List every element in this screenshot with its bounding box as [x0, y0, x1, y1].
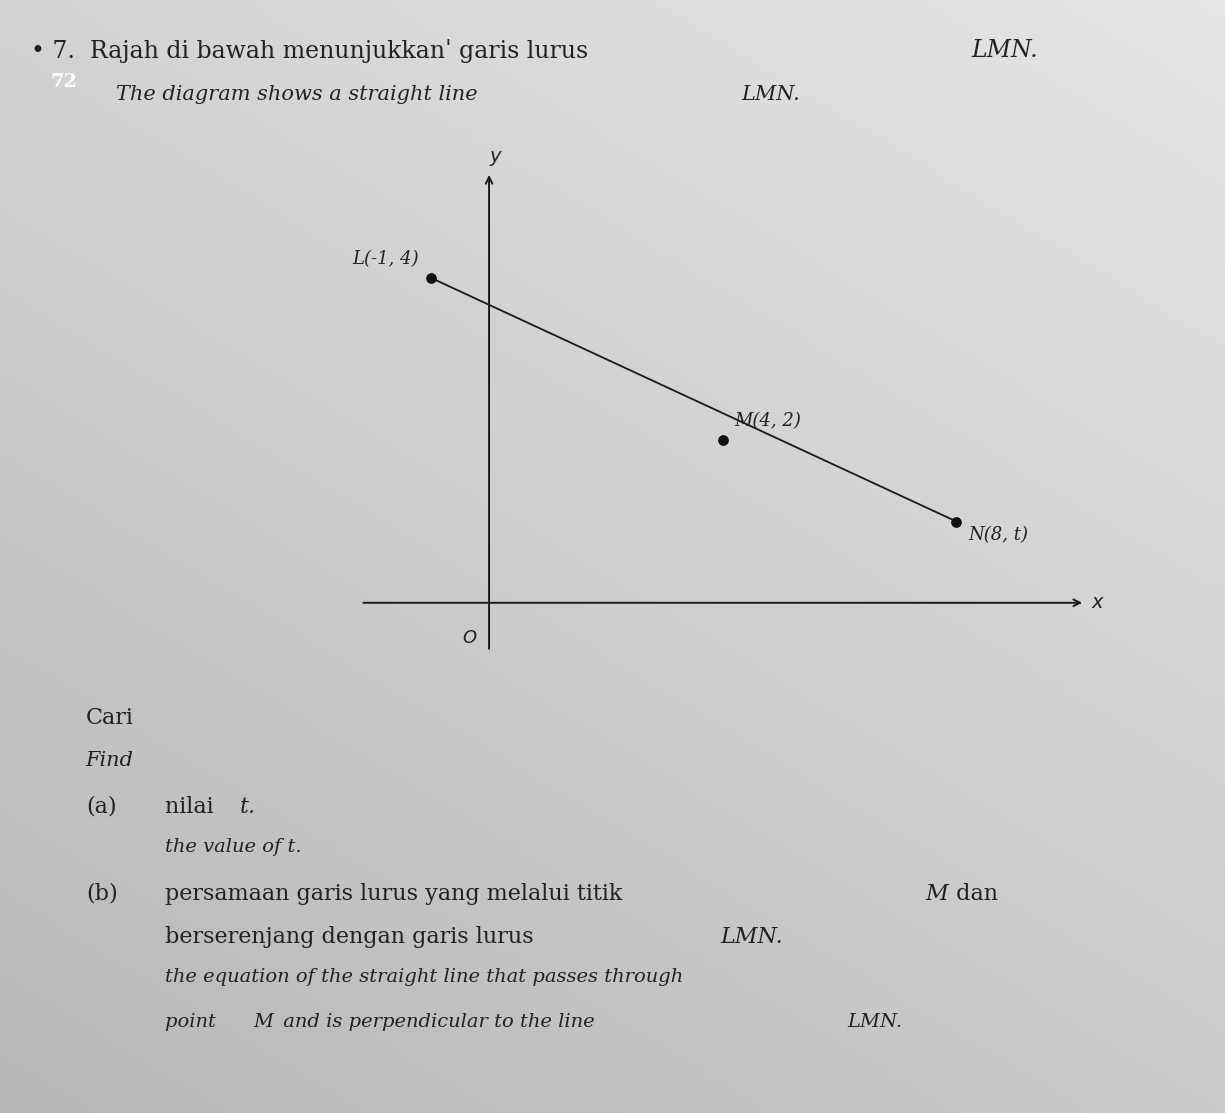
Text: L(-1, 4): L(-1, 4) [353, 250, 419, 268]
Text: M(4, 2): M(4, 2) [735, 413, 801, 431]
Text: Find: Find [86, 751, 134, 770]
Text: LMN.: LMN. [971, 39, 1038, 62]
Text: 72: 72 [50, 73, 78, 91]
Text: point: point [165, 1013, 223, 1031]
Text: dan: dan [949, 883, 998, 905]
Text: LMN.: LMN. [741, 85, 800, 104]
Text: • 7.  Rajah di bawah menunjukkanˈ garis lurus: • 7. Rajah di bawah menunjukkanˈ garis l… [31, 39, 595, 63]
Text: LMN.: LMN. [848, 1013, 903, 1031]
Text: $x$: $x$ [1090, 594, 1105, 612]
Text: (b): (b) [86, 883, 118, 905]
Text: persamaan garis lurus yang melalui titik: persamaan garis lurus yang melalui titik [165, 883, 630, 905]
Point [947, 513, 967, 531]
Text: t.: t. [240, 796, 256, 818]
Text: M: M [254, 1013, 273, 1031]
Text: The diagram shows a straight line: The diagram shows a straight line [116, 85, 485, 104]
Text: $O$: $O$ [462, 629, 478, 647]
Text: LMN.: LMN. [720, 926, 783, 948]
Text: (a): (a) [86, 796, 116, 818]
Text: Cari: Cari [86, 707, 134, 729]
Text: M: M [925, 883, 948, 905]
Point [713, 432, 733, 450]
Text: berserenjang dengan garis lurus: berserenjang dengan garis lurus [165, 926, 541, 948]
Text: $y$: $y$ [489, 149, 503, 168]
Text: the equation of the straight line that passes through: the equation of the straight line that p… [165, 968, 684, 986]
Text: and is perpendicular to the line: and is perpendicular to the line [277, 1013, 600, 1031]
Point [421, 269, 441, 287]
Text: N(8, t): N(8, t) [968, 525, 1028, 543]
Text: nilai: nilai [165, 796, 222, 818]
Text: the value of t.: the value of t. [165, 838, 303, 856]
